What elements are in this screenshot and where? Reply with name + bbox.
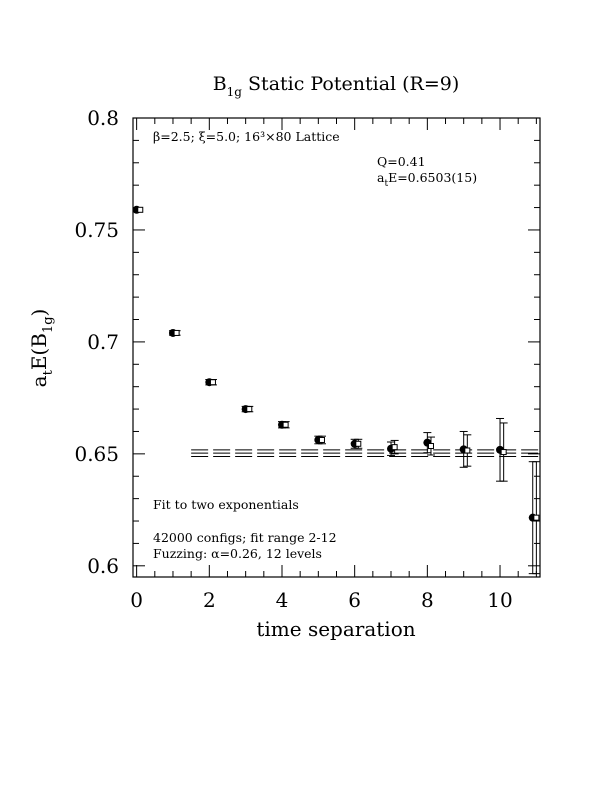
data-point-square — [282, 421, 289, 428]
y-axis-label: atE(B1g) — [27, 309, 56, 388]
tick-marks — [133, 117, 540, 577]
fit-band — [191, 449, 540, 458]
y-axis-label-end: ) — [27, 309, 51, 317]
y-tick-label: 0.75 — [74, 218, 119, 242]
x-tick-label: 8 — [421, 588, 434, 612]
chart-title: B1g Static Potential (R=9) — [213, 73, 460, 99]
annotation-energy-rest: E=0.6503(15) — [388, 170, 477, 185]
y-tick-label: 0.6 — [87, 554, 119, 578]
x-axis-label: time separation — [256, 617, 415, 641]
annotation-energy: atE=0.6503(15) — [377, 170, 477, 189]
data-point-square — [533, 514, 540, 521]
data-point-square — [173, 329, 180, 336]
data-point-square — [318, 436, 325, 443]
tick-labels: 0 2 4 6 8 10 0.6 0.65 0.7 0.75 0.8 — [74, 106, 512, 612]
chart-title-sub: 1g — [227, 85, 243, 99]
y-axis-label-a: a — [27, 375, 51, 387]
y-axis-label-mid: E(B — [27, 333, 51, 370]
chart-title-base: B — [213, 73, 227, 95]
data-point-square — [355, 440, 362, 447]
annotation-energy-a: a — [377, 170, 385, 185]
annotation-fit: Fit to two exponentials — [153, 497, 299, 512]
x-tick-label: 6 — [348, 588, 361, 612]
data-point-square — [391, 444, 398, 451]
annotation-lattice: β=2.5; ξ=5.0; 16³×80 Lattice — [153, 129, 340, 144]
y-tick-label: 0.8 — [87, 106, 119, 130]
data-point-square — [427, 443, 434, 450]
annotation-q: Q=0.41 — [377, 154, 426, 169]
annotation-fuzzing: Fuzzing: α=0.26, 12 levels — [153, 546, 322, 561]
data-point-square — [500, 449, 507, 456]
data-points — [132, 205, 541, 575]
annotation-energy-sub: t — [384, 179, 388, 189]
y-tick-label: 0.7 — [87, 330, 119, 354]
y-axis-label-sub: 1g — [41, 316, 56, 333]
annotation-configs: 42000 configs; fit range 2-12 — [153, 530, 337, 545]
data-point-square — [209, 379, 216, 386]
data-point-square — [464, 447, 471, 454]
x-tick-label: 4 — [276, 588, 289, 612]
data-point-square — [246, 406, 253, 413]
x-tick-label: 2 — [203, 588, 216, 612]
chart-title-rest: Static Potential (R=9) — [242, 73, 459, 95]
y-axis-label-a-sub: t — [41, 369, 56, 375]
data-point-square — [137, 206, 144, 213]
x-tick-label: 0 — [130, 588, 143, 612]
y-tick-label: 0.65 — [74, 442, 119, 466]
x-tick-label: 10 — [487, 588, 512, 612]
